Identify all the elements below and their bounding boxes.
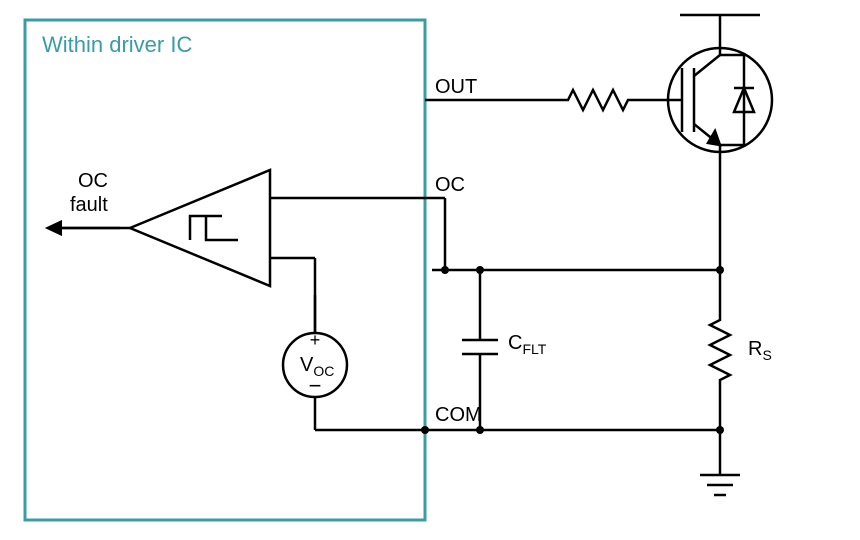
circuit-fix-layer: [0, 0, 860, 540]
com-label: COM: [435, 404, 482, 427]
oc-fault-label-1: OC: [78, 170, 108, 193]
oc-label: OC: [435, 174, 465, 197]
cflt-label: CFLT: [508, 332, 546, 357]
out-label: OUT: [435, 76, 477, 99]
rs-label: RS: [748, 338, 772, 363]
voc-label: VOC: [300, 354, 334, 379]
ic-title-label: Within driver IC: [42, 32, 192, 58]
oc-fault-label-2: fault: [70, 194, 108, 217]
